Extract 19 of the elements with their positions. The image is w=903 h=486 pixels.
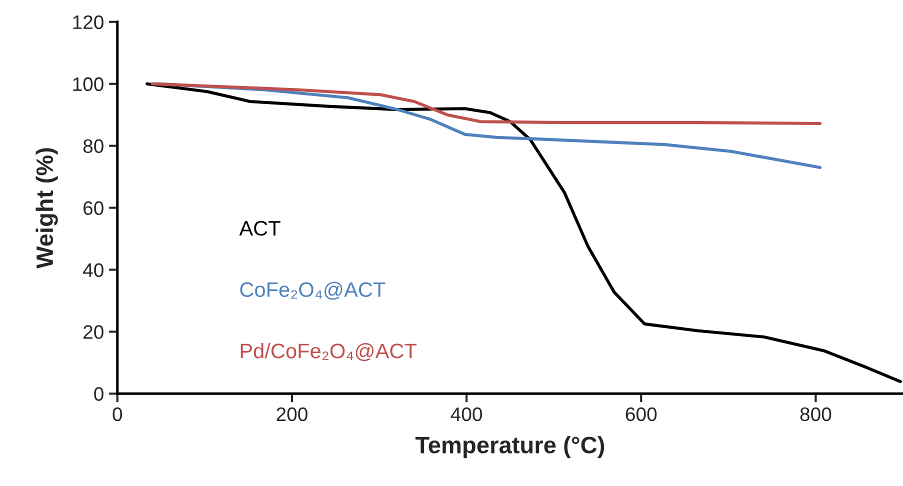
line-series bbox=[150, 82, 822, 126]
line-series bbox=[146, 82, 902, 384]
y-axis-title: Weight (%) bbox=[36, 148, 58, 269]
y-tick-label: 120 bbox=[73, 15, 104, 30]
text: CoFe₂O₄@ACT bbox=[240, 282, 386, 300]
y-tick-label: 20 bbox=[84, 325, 104, 339]
text: ACT bbox=[239, 220, 280, 236]
text: Pd/CoFe₂O₄@ACT bbox=[240, 343, 417, 362]
x-tick-label: 0 bbox=[112, 407, 122, 422]
x-tick-label: 400 bbox=[450, 407, 482, 422]
x-axis-title: Temperature (°C) bbox=[415, 436, 604, 458]
x-tick-label: 600 bbox=[626, 407, 657, 422]
y-tick-label: 80 bbox=[83, 139, 104, 154]
x-tick-label: 800 bbox=[800, 407, 832, 422]
y-tick-label: 0 bbox=[94, 387, 104, 401]
y-tick-label: 100 bbox=[73, 77, 104, 92]
x-tick-label: 200 bbox=[276, 407, 308, 422]
y-tick-label: 40 bbox=[83, 263, 104, 277]
y-tick-label: 60 bbox=[84, 201, 104, 215]
